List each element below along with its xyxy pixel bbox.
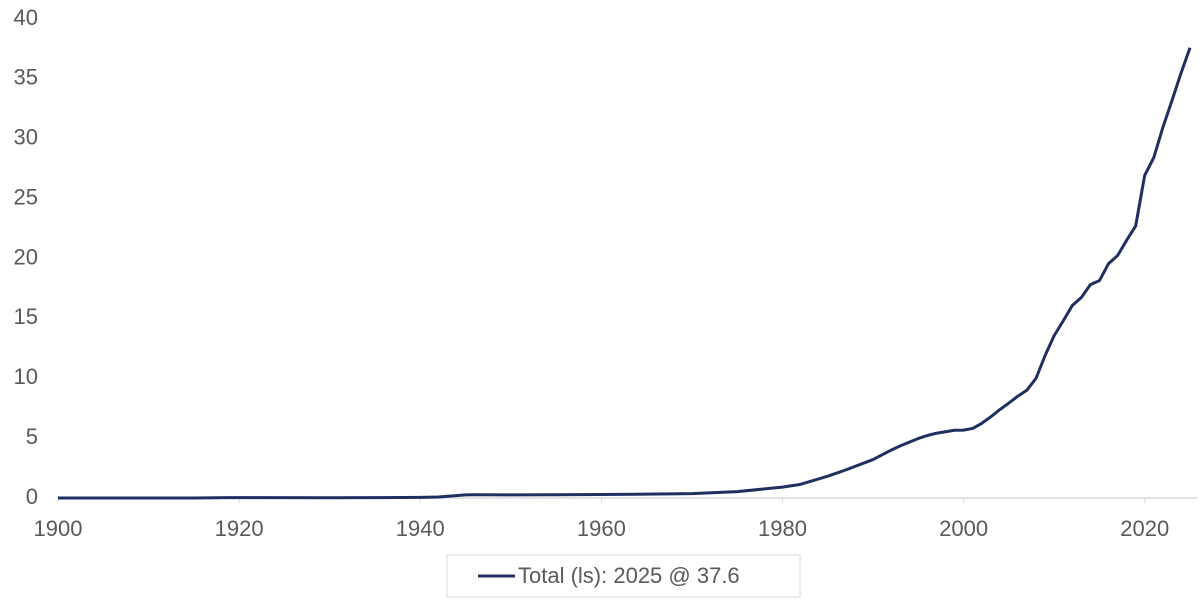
x-tick-label: 1960 xyxy=(577,516,626,541)
y-tick-label: 30 xyxy=(14,125,38,150)
data-line xyxy=(58,47,1192,500)
y-tick-label: 35 xyxy=(14,65,38,90)
y-tick-label: 40 xyxy=(14,5,38,30)
legend-label: Total (ls): 2025 @ 37.6 xyxy=(518,563,740,588)
x-tick-label: 1980 xyxy=(758,516,807,541)
x-tick-label: 1920 xyxy=(215,516,264,541)
x-tick-label: 1940 xyxy=(396,516,445,541)
y-tick-label: 15 xyxy=(14,304,38,329)
x-tick-label: 2020 xyxy=(1120,516,1169,541)
y-tick-label: 10 xyxy=(14,364,38,389)
y-tick-label: 5 xyxy=(26,424,38,449)
x-tick-label: 2000 xyxy=(939,516,988,541)
x-tick-label: 1900 xyxy=(34,516,83,541)
y-tick-label: 25 xyxy=(14,184,38,209)
y-tick-label: 20 xyxy=(14,244,38,269)
y-tick-label: 0 xyxy=(26,484,38,509)
